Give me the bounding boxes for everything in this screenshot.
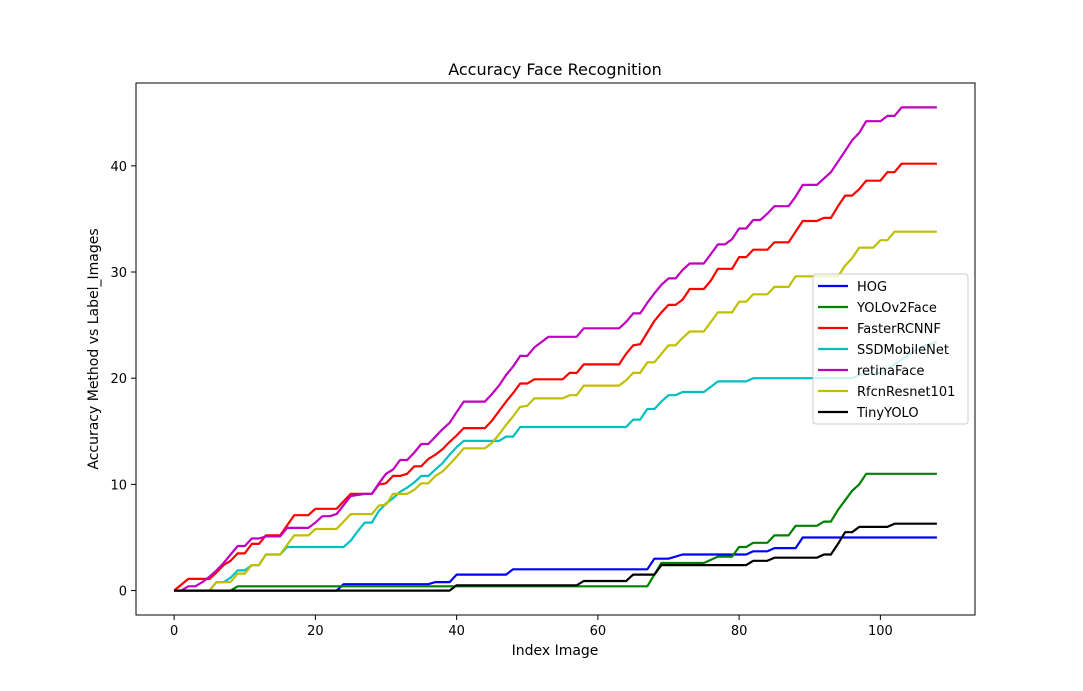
legend: HOG YOLOv2Face FasterRCNNF SSDMobileNet reti… <box>812 273 969 425</box>
y-tick-label: 0 <box>119 585 127 600</box>
legend-label: YOLOv2Face <box>856 301 937 316</box>
x-tick-label: 80 <box>731 624 748 639</box>
legend-label: SSDMobileNet <box>857 343 949 358</box>
x-tick-label: 0 <box>170 624 178 639</box>
legend-label: HOG <box>857 280 887 295</box>
x-tick-label: 60 <box>590 624 607 639</box>
series-line-hog <box>174 536 937 592</box>
series-line-tinyyolo <box>174 522 937 592</box>
x-tick-label: 100 <box>868 624 893 639</box>
y-axis: 0 10 20 30 40 <box>110 160 136 600</box>
series-layer <box>173 106 938 592</box>
legend-label: RfcnResnet101 <box>857 385 955 400</box>
series-line-fasterrcnnf <box>173 162 937 592</box>
y-axis-label: Accuracy Method vs Label_Images <box>86 228 102 469</box>
legend-label: retinaFace <box>857 364 924 379</box>
y-tick-label: 40 <box>110 160 127 175</box>
x-axis: 0 20 40 60 80 100 <box>170 615 893 639</box>
legend-label: TinyYOLO <box>856 406 919 421</box>
y-tick-label: 30 <box>110 266 127 281</box>
y-tick-label: 10 <box>110 478 127 493</box>
legend-label: FasterRCNNF <box>857 322 941 337</box>
series-line-retinaface <box>174 106 937 592</box>
plot-area-frame <box>135 82 976 616</box>
legend-frame <box>812 273 969 425</box>
y-tick-label: 20 <box>110 372 127 387</box>
x-axis-label: Index Image <box>512 643 599 659</box>
x-tick-label: 20 <box>307 624 324 639</box>
series-line-yolov2face <box>174 472 937 592</box>
chart-title: Accuracy Face Recognition <box>448 60 662 79</box>
series-line-rfcnresnet101 <box>174 230 937 592</box>
x-tick-label: 40 <box>448 624 465 639</box>
